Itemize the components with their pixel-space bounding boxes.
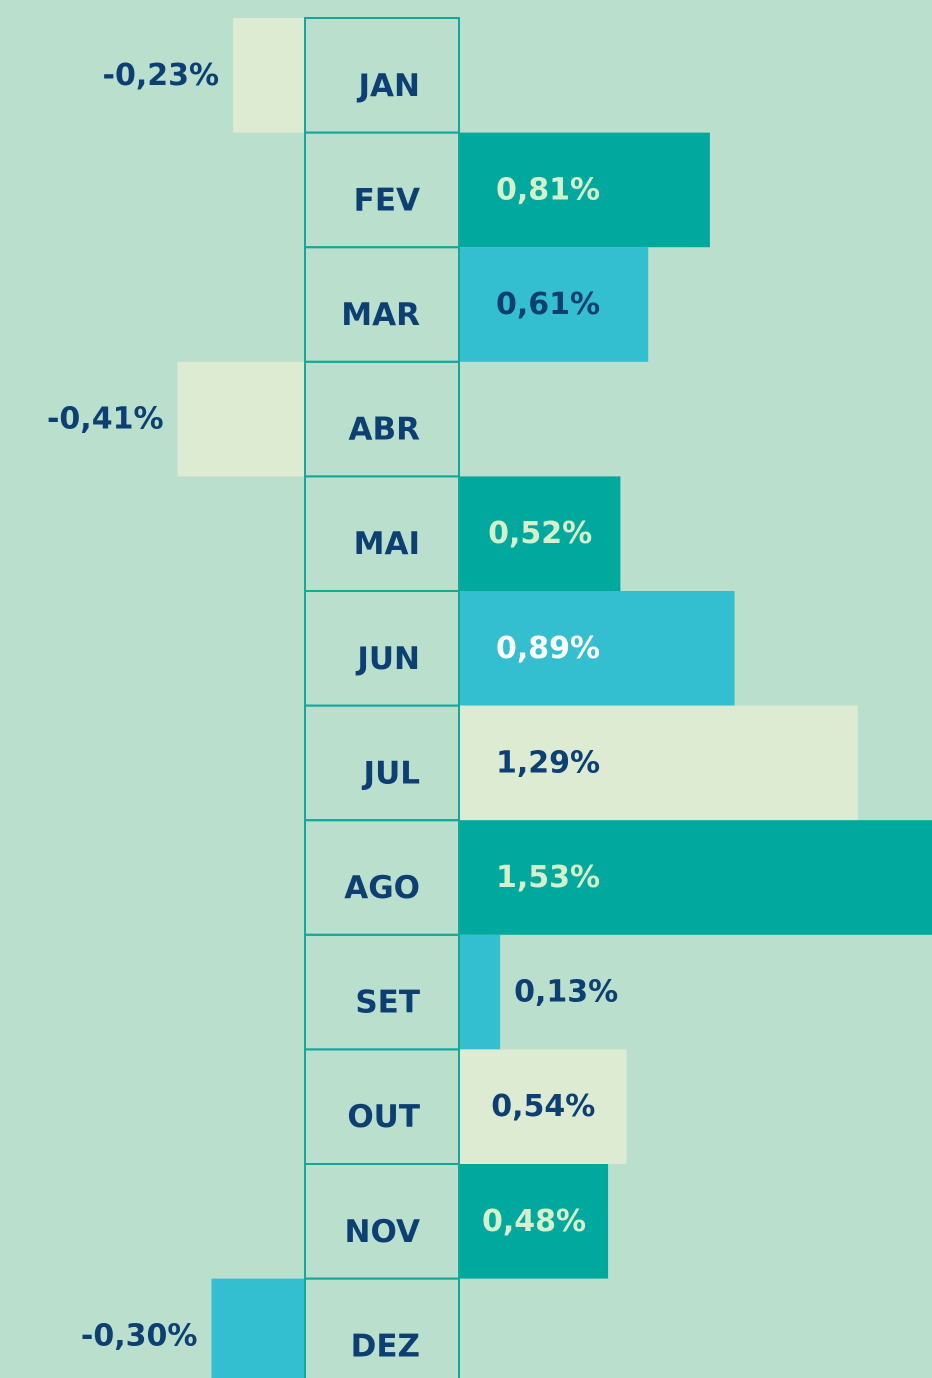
category-label: OUT [347, 1099, 420, 1135]
category-label: JUN [355, 641, 420, 677]
value-label: 0,13% [514, 975, 618, 1010]
category-label: NOV [345, 1214, 420, 1250]
bar [460, 705, 858, 821]
bar [460, 1164, 609, 1279]
bar [460, 247, 649, 362]
bar [460, 934, 501, 1050]
value-label: -0,23% [103, 58, 220, 93]
month-cell [304, 1277, 460, 1378]
category-label: FEV [354, 182, 420, 218]
category-label: JAN [357, 68, 420, 104]
category-label: JUL [362, 755, 420, 791]
value-label: -0,30% [81, 1318, 198, 1353]
value-label: 0,61% [496, 287, 600, 322]
value-label: 0,89% [496, 631, 600, 666]
category-label: MAI [354, 526, 420, 562]
bar [460, 591, 735, 706]
value-label: -0,41% [47, 402, 164, 437]
value-label: 0,52% [488, 516, 592, 551]
value-label: 1,53% [496, 860, 600, 895]
category-label: SET [355, 985, 420, 1021]
bar [211, 1278, 304, 1378]
bar [460, 476, 621, 591]
category-label: DEZ [351, 1328, 420, 1364]
bar [460, 132, 710, 248]
bar [233, 18, 304, 133]
category-label: AGO [344, 870, 420, 906]
category-label: MAR [341, 297, 420, 333]
value-label: 1,29% [496, 745, 600, 780]
value-label: 0,54% [491, 1089, 595, 1124]
bar [460, 1049, 627, 1164]
bar [460, 820, 932, 935]
category-label: ABR [349, 412, 421, 448]
value-label: 0,81% [496, 172, 600, 207]
bar [177, 361, 304, 477]
value-label: 0,48% [482, 1204, 586, 1239]
